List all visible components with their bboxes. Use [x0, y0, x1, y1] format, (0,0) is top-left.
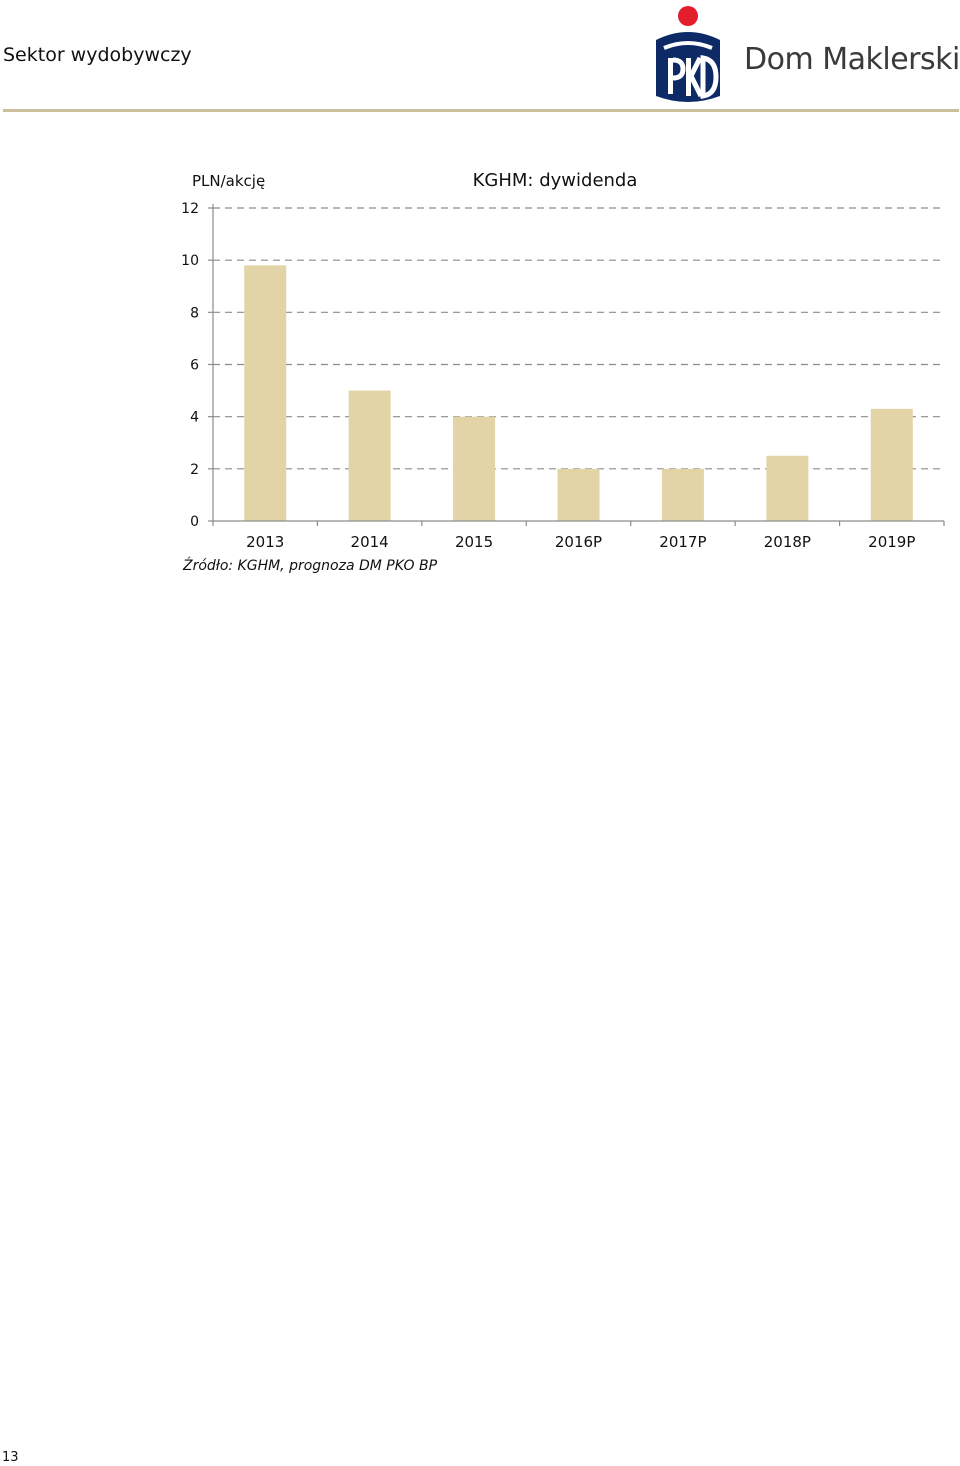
bars-layer [244, 265, 913, 521]
x-tick-label: 2017P [659, 533, 706, 550]
bar-2019P [870, 408, 913, 521]
source-note: Źródło: KGHM, prognoza DM PKO BP [183, 558, 438, 574]
y-axis-label: PLN/akcję [192, 172, 265, 190]
chart-title: KGHM: dywidenda [473, 170, 638, 191]
y-tick-label: 10 [181, 253, 199, 269]
header-rule [3, 109, 959, 112]
grid-layer [213, 207, 944, 470]
section-title: Sektor wydobywczy [3, 44, 192, 66]
brand-name: Dom Maklerski [744, 42, 960, 77]
x-tick-label: 2018P [764, 533, 811, 550]
bar-2014 [348, 390, 391, 521]
y-tick-label: 0 [190, 514, 199, 530]
x-tick-label: 2013 [246, 533, 284, 550]
y-tick-label: 12 [181, 201, 199, 217]
bar-2015 [453, 416, 496, 521]
x-tick-label: 2014 [351, 533, 389, 550]
bar-2018P [766, 455, 809, 521]
bar-2016P [557, 468, 600, 521]
y-tick-label: 8 [190, 305, 199, 321]
pko-logo-icon [656, 6, 720, 102]
bar-2013 [244, 265, 287, 521]
axis-layer: 0 2 4 6 8 10 12 2013 2014 2015 2016P 2017P 2018P 2019… [181, 201, 945, 550]
x-tick-label: 2015 [455, 533, 493, 550]
page-number: 13 [2, 1450, 19, 1465]
y-tick-label: 2 [190, 462, 199, 478]
x-tick-label: 2019P [868, 533, 915, 550]
bar-2017P [661, 468, 704, 521]
dividend-bar-chart: PLN/akcję KGHM: dywidenda 0 2 4 6 8 10 12 2013 2… [181, 170, 945, 550]
y-tick-label: 6 [190, 358, 199, 374]
y-tick-label: 4 [190, 410, 199, 426]
x-tick-label: 2016P [555, 533, 602, 550]
